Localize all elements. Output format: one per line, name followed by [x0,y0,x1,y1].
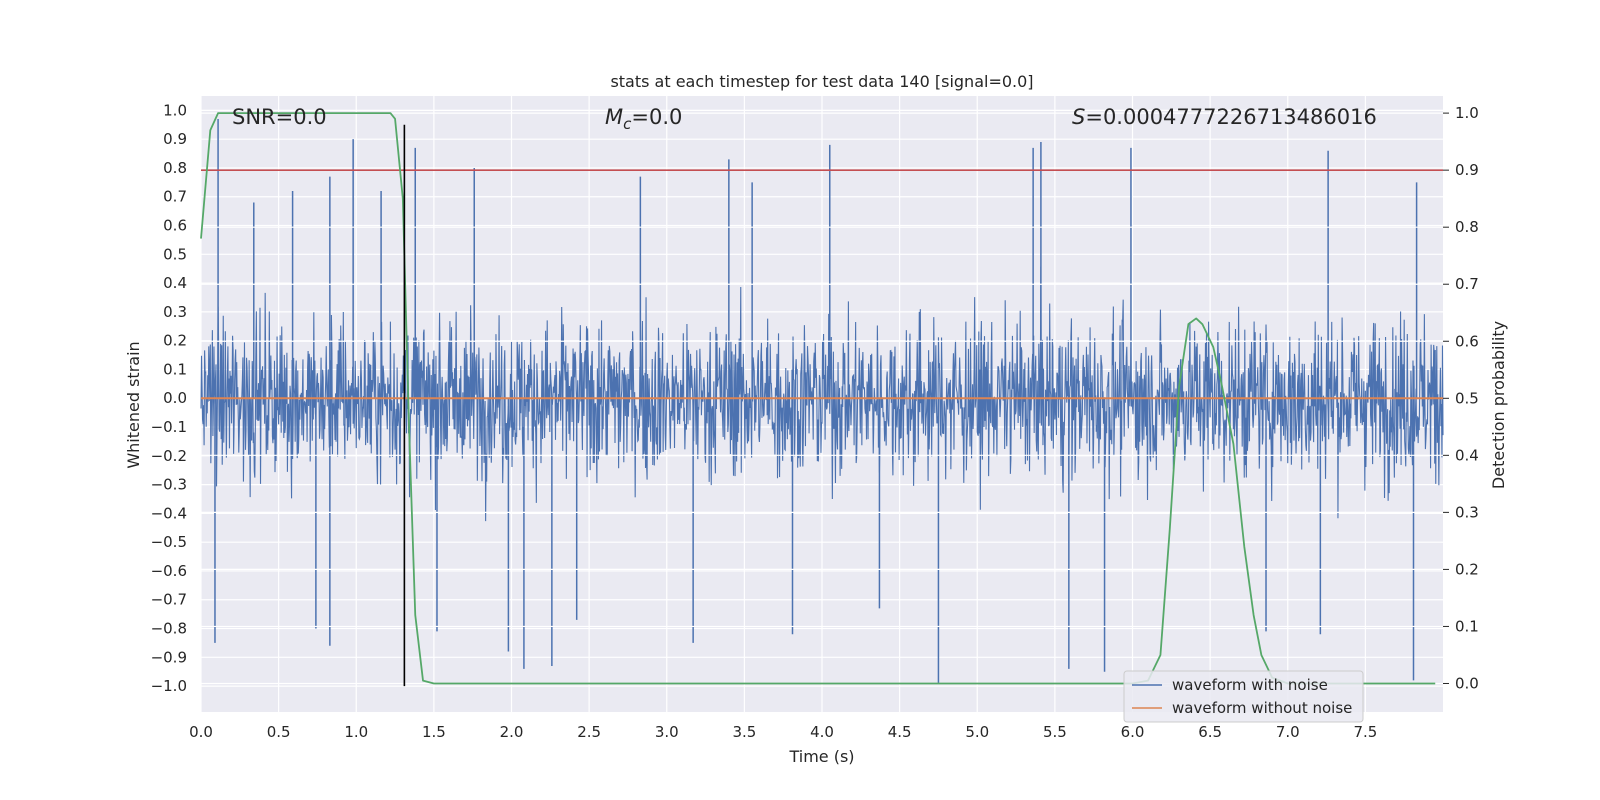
noise-trace [200,266,1444,522]
y-left-tick-label: 0.8 [163,159,187,177]
chirp-mass-subscript: c [623,115,632,133]
x-tick-label: 1.0 [344,723,368,741]
y-left-axis-label: Whitened strain [124,341,143,468]
y-right-tick-label: 1.0 [1455,104,1479,122]
chart-title: stats at each timestep for test data 140… [610,72,1033,91]
x-axis-ticks: 0.0 0.5 1.0 1.5 2.0 2.5 3.0 3.5 4.0 4.5 5.0 5.5 6.0 6… [189,723,1377,741]
y-left-tick-label: −0.1 [151,418,187,436]
y-left-tick-label: 1.0 [163,101,187,119]
x-tick-label: 6.0 [1121,723,1145,741]
chirp-mass-value: =0.0 [631,105,682,129]
y-left-tick-label: −1.0 [151,677,187,695]
x-tick-label: 7.0 [1276,723,1300,741]
legend-label-waveform-with-noise: waveform with noise [1172,676,1328,694]
y-right-tick-label: 0.8 [1455,218,1479,236]
y-left-tick-label: −0.4 [151,504,187,522]
y-left-tick-label: −0.6 [151,562,187,580]
legend-box [1123,670,1364,723]
x-axis-label: Time (s) [788,747,854,766]
y-left-tick-label: −0.7 [151,591,187,609]
y-right-tick-label: 0.5 [1455,389,1479,407]
y-left-tick-label: 0.4 [163,274,187,292]
x-tick-label: 1.5 [422,723,446,741]
x-tick-label: 5.5 [1043,723,1067,741]
y-left-tick-label: 0.6 [163,217,187,235]
legend-label-waveform-without-noise: waveform without noise [1172,699,1352,717]
y-right-tick-label: 0.1 [1455,617,1479,635]
y-right-tick-label: 0.0 [1455,674,1479,692]
statistic-value: =0.0004777226713486016 [1085,105,1377,129]
legend: waveform with noise waveform without noi… [1123,670,1364,723]
detection-probability-line [200,112,1436,685]
y-right-tick-label: 0.2 [1455,560,1479,578]
y-right-tick-label: 0.3 [1455,503,1479,521]
y-left-tick-label: −0.9 [151,648,187,666]
x-tick-label: 6.5 [1198,723,1222,741]
x-tick-label: 5.0 [965,723,989,741]
y-left-tick-label: −0.2 [151,447,187,465]
x-tick-label: 0.5 [267,723,291,741]
y-left-axis-ticks: 1.0 0.9 0.8 0.7 0.6 0.5 0.4 0.3 0.2 0.1 0.0 −0.1 −0.… [151,101,187,695]
y-right-axis-label: Detection probability [1489,321,1508,489]
snr-annotation: SNR=0.0 [232,105,327,129]
statistic-symbol: S [1072,105,1085,129]
y-left-tick-label: 0.0 [163,389,187,407]
x-tick-label: 4.0 [810,723,834,741]
y-right-tick-label: 0.4 [1455,446,1479,464]
y-left-tick-label: 0.1 [163,360,187,378]
series-lines [200,112,1443,687]
y-left-tick-label: 0.5 [163,245,187,263]
y-right-tick-label: 0.7 [1455,275,1479,293]
y-left-tick-label: 0.3 [163,303,187,321]
series-waveform-with-noise [200,119,1444,684]
chirp-mass-annotation: Mc=0.0 [605,105,682,133]
y-right-axis-ticks: 1.0 0.9 0.8 0.7 0.6 0.5 0.4 0.3 0.2 0.1 0.0 [1443,104,1479,692]
chirp-mass-symbol: M [605,105,623,129]
x-tick-label: 3.0 [655,723,679,741]
y-left-tick-label: 0.9 [163,130,187,148]
y-left-tick-label: 0.7 [163,188,187,206]
x-tick-label: 7.5 [1353,723,1377,741]
y-left-tick-label: −0.5 [151,533,187,551]
x-tick-label: 2.5 [577,723,601,741]
x-tick-label: 0.0 [189,723,213,741]
y-left-tick-label: −0.3 [151,476,187,494]
y-right-tick-label: 0.9 [1455,161,1479,179]
y-left-tick-label: −0.8 [151,620,187,638]
x-tick-label: 4.5 [888,723,912,741]
y-right-tick-label: 0.6 [1455,332,1479,350]
x-tick-label: 3.5 [732,723,756,741]
y-left-tick-label: 0.2 [163,332,187,350]
statistic-annotation: S=0.0004777226713486016 [1072,105,1377,129]
x-tick-label: 2.0 [500,723,524,741]
